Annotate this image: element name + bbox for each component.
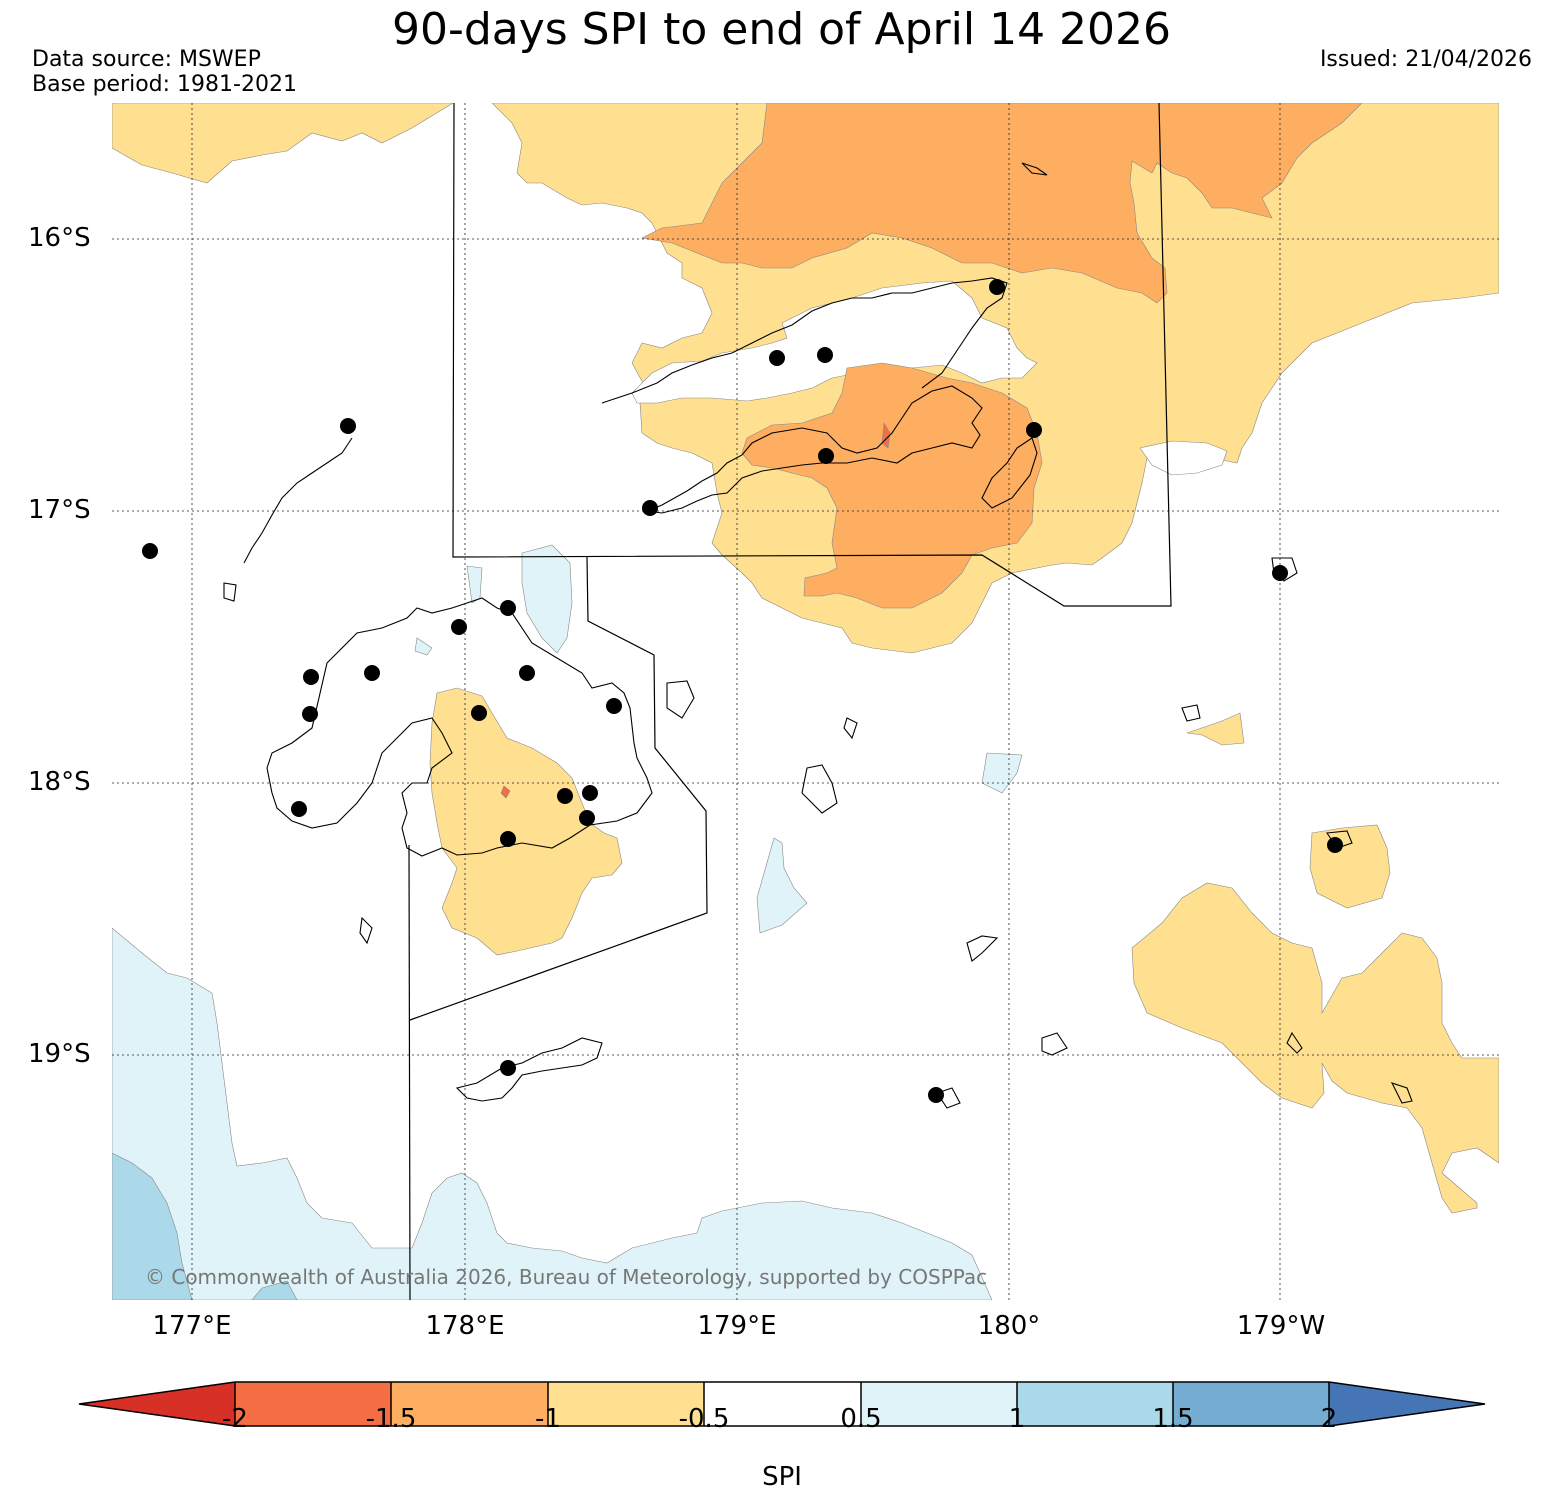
division-boundaries xyxy=(408,103,1172,1300)
coast-islet-lau1 xyxy=(1181,704,1201,722)
colorbar-segment xyxy=(1017,1382,1173,1426)
lon-label-179w: 179°W xyxy=(1236,1311,1326,1341)
spi-region-wet-sw xyxy=(112,927,993,1300)
colorbar-tick: -1 xyxy=(535,1404,561,1434)
coast-islet-lau3 xyxy=(1286,1031,1303,1054)
spi-region-dry-nw xyxy=(112,103,454,184)
lat-label-19s: 19°S xyxy=(28,1039,91,1069)
spi-region-wet-n xyxy=(521,544,573,654)
map-panel[interactable] xyxy=(112,103,1499,1300)
copyright-notice: © Commonwealth of Australia 2026, Bureau… xyxy=(145,1265,988,1289)
colorbar-title: SPI xyxy=(762,1462,802,1492)
spi-region-wet-small1 xyxy=(466,565,483,604)
coast-islet-e3 xyxy=(936,1087,961,1109)
graticule xyxy=(112,103,1499,1300)
coast-islet-c2 xyxy=(1021,162,1048,176)
coast-islet-c1 xyxy=(843,717,858,740)
map-title: 90-days SPI to end of April 14 2026 xyxy=(391,4,1172,55)
spi-region-wet-c xyxy=(756,837,808,934)
coast-islet-lau4 xyxy=(1390,1082,1413,1104)
spi-region-neutral-e xyxy=(1139,440,1228,476)
coast-islet-e2 xyxy=(1041,1032,1068,1056)
coast-islet-e1 xyxy=(966,935,999,962)
colorbar-tick: 1.5 xyxy=(1152,1404,1194,1434)
coast-taveuni xyxy=(981,437,1038,509)
spi-contour-fills xyxy=(112,103,1499,1300)
spi-region-dry-e-small xyxy=(1186,712,1245,746)
colorbar-tick: 2 xyxy=(1320,1404,1338,1434)
stations xyxy=(142,279,1343,1103)
spi-region-very-dry-vl xyxy=(500,785,511,799)
spi-region-dry-vitilevu xyxy=(429,687,623,956)
coast-islet-w1 xyxy=(223,582,237,602)
issued-date-label: Issued: 21/04/2026 xyxy=(1319,47,1532,72)
lat-label-18s: 18°S xyxy=(28,767,91,797)
spi-region-wet-small2 xyxy=(414,637,433,656)
colorbar-tick: -1.5 xyxy=(365,1404,417,1434)
colorbar-segment xyxy=(548,1382,704,1426)
spi-region-wet-sw-strong xyxy=(112,1152,193,1300)
colorbar-segment xyxy=(391,1382,548,1426)
island-coastlines xyxy=(223,162,1413,1109)
coast-vitilevu xyxy=(266,597,653,857)
spi-region-dry-lau xyxy=(1131,882,1499,1214)
colorbar-segment xyxy=(1173,1382,1329,1426)
coast-yasawa xyxy=(243,437,353,564)
map-metadata: Data source: MSWEP Base period: 1981-202… xyxy=(32,47,297,97)
colorbar xyxy=(78,1381,1486,1427)
colorbar-segment-lowest xyxy=(79,1382,235,1426)
lon-label-177e: 177°E xyxy=(152,1311,232,1341)
coast-koro xyxy=(666,680,695,719)
colorbar-tick: 0.5 xyxy=(840,1404,882,1434)
colorbar-segment xyxy=(861,1382,1017,1426)
spi-region-dry-vanualevu xyxy=(741,362,1043,609)
base-period-label: Base period: 1981-2021 xyxy=(32,72,297,97)
colorbar-tick: -2 xyxy=(222,1404,248,1434)
lat-label-16s: 16°S xyxy=(28,223,91,253)
colorbar-segment xyxy=(235,1382,391,1426)
coast-vanualevu xyxy=(644,385,983,514)
lon-label-180: 180° xyxy=(977,1311,1041,1341)
lon-label-179e: 179°E xyxy=(697,1311,777,1341)
coast-islet-w2 xyxy=(359,916,373,945)
colorbar-tick: 1 xyxy=(1008,1404,1026,1434)
colorbar-tick: -0.5 xyxy=(678,1404,730,1434)
coast-vanualevu-n xyxy=(601,277,1008,404)
data-source-label: Data source: MSWEP xyxy=(32,47,261,72)
lon-label-178e: 178°E xyxy=(425,1311,505,1341)
colorbar-segment-highest xyxy=(1329,1382,1485,1426)
coast-gau xyxy=(801,764,838,814)
colorbar-segment xyxy=(704,1382,861,1426)
spi-region-wet-sw-strong2 xyxy=(251,1280,298,1300)
spi-region-dry-ne xyxy=(641,103,1363,304)
coast-kadavu xyxy=(455,1037,603,1102)
lat-label-17s: 17°S xyxy=(28,495,91,525)
